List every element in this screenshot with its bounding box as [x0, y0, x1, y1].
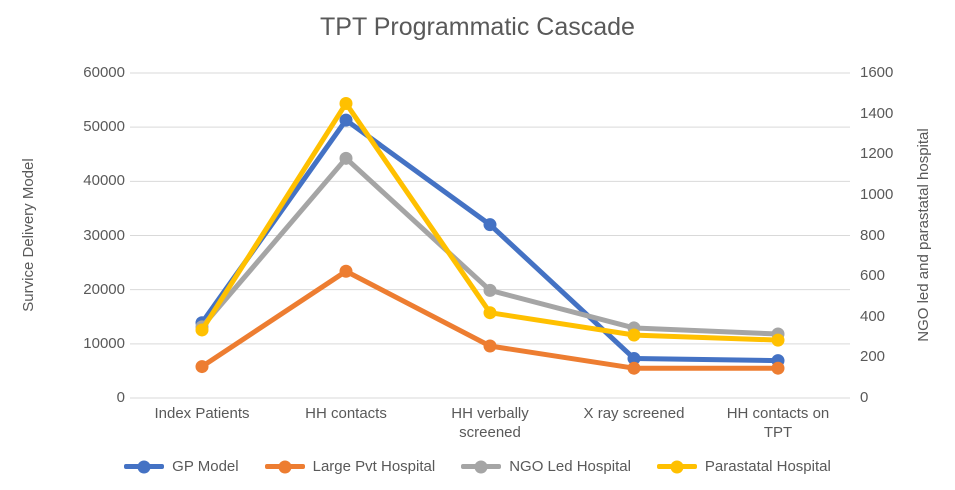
data-point-marker-large-pvt-hospital [771, 361, 785, 375]
right-axis-tick-label: 200 [860, 348, 886, 366]
x-axis-label: X ray screened [583, 405, 685, 422]
left-axis-tick-label: 40000 [83, 172, 125, 190]
data-point-marker-gp-model [483, 218, 497, 232]
legend-marker-icon [124, 460, 165, 473]
legend: GP Model Large Pvt Hospital NGO Led Hospit… [0, 458, 955, 475]
data-point-marker-parastatal-hospital [627, 328, 641, 342]
chart-title: TPT Programmatic Cascade [320, 13, 635, 41]
legend-marker-icon [656, 460, 697, 473]
left-axis-tick-label: 0 [116, 389, 125, 406]
x-axis-label: Index Patients [154, 405, 250, 422]
data-point-marker-ngo-led-hospital [483, 283, 497, 297]
right-axis-tick-label: 400 [860, 307, 886, 325]
right-axis-tick-label: 800 [860, 226, 886, 244]
right-axis-tick-label: 1200 [860, 145, 894, 163]
data-point-marker-parastatal-hospital [195, 323, 209, 337]
data-point-marker-ngo-led-hospital [339, 151, 353, 165]
data-point-marker-gp-model [339, 113, 353, 127]
legend-item-ngo-led-hospital: NGO Led Hospital [461, 458, 631, 475]
data-point-marker-large-pvt-hospital [627, 361, 641, 375]
left-axis-tick-label: 50000 [83, 118, 125, 136]
series-large-pvt-hospital [195, 264, 785, 375]
right-axis-tick-label: 600 [860, 267, 886, 285]
legend-item-parastatal-hospital: Parastatal Hospital [656, 458, 831, 475]
legend-item-gp-model: GP Model [124, 458, 239, 475]
right-axis-tick-label: 1000 [860, 185, 894, 203]
left-axis-tick-label: 10000 [83, 334, 125, 352]
legend-label: Parastatal Hospital [704, 458, 831, 475]
data-point-marker-parastatal-hospital [339, 96, 353, 110]
legend-label: GP Model [172, 458, 239, 475]
data-point-marker-large-pvt-hospital [339, 264, 353, 278]
x-axis-label: HH contacts [305, 405, 387, 422]
left-axis-tick-label: 30000 [83, 226, 125, 244]
data-point-marker-parastatal-hospital [771, 333, 785, 347]
right-axis-tick-label: 1400 [860, 104, 894, 122]
series-line-gp-model [199, 117, 781, 364]
right-axis-tick-label: 1600 [860, 64, 894, 81]
left-axis-tick-label: 60000 [83, 64, 125, 81]
left-axis-tick-label: 20000 [83, 280, 125, 298]
legend-label: NGO Led Hospital [509, 458, 631, 475]
legend-label: Large Pvt Hospital [312, 458, 436, 475]
x-axis-label: HH verbally screened [451, 405, 529, 441]
data-point-marker-parastatal-hospital [483, 306, 497, 320]
legend-marker-icon [264, 460, 305, 473]
data-point-marker-gp-model [627, 351, 641, 365]
data-point-marker-large-pvt-hospital [483, 339, 497, 353]
right-axis-tick-label: 0 [860, 389, 869, 406]
series-parastatal-hospital [195, 96, 785, 347]
x-axis-label: HH contacts on TPT [726, 405, 830, 441]
data-point-marker-large-pvt-hospital [195, 360, 209, 374]
legend-item-large-pvt-hospital: Large Pvt Hospital [264, 458, 436, 475]
legend-marker-icon [461, 460, 502, 473]
